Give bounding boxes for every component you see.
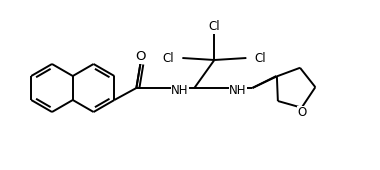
Text: NH: NH — [230, 84, 247, 98]
Text: O: O — [297, 106, 306, 119]
Text: Cl: Cl — [209, 21, 220, 33]
Text: O: O — [135, 50, 146, 64]
Text: Cl: Cl — [163, 52, 174, 64]
Text: Cl: Cl — [254, 52, 266, 64]
Text: NH: NH — [171, 84, 189, 98]
